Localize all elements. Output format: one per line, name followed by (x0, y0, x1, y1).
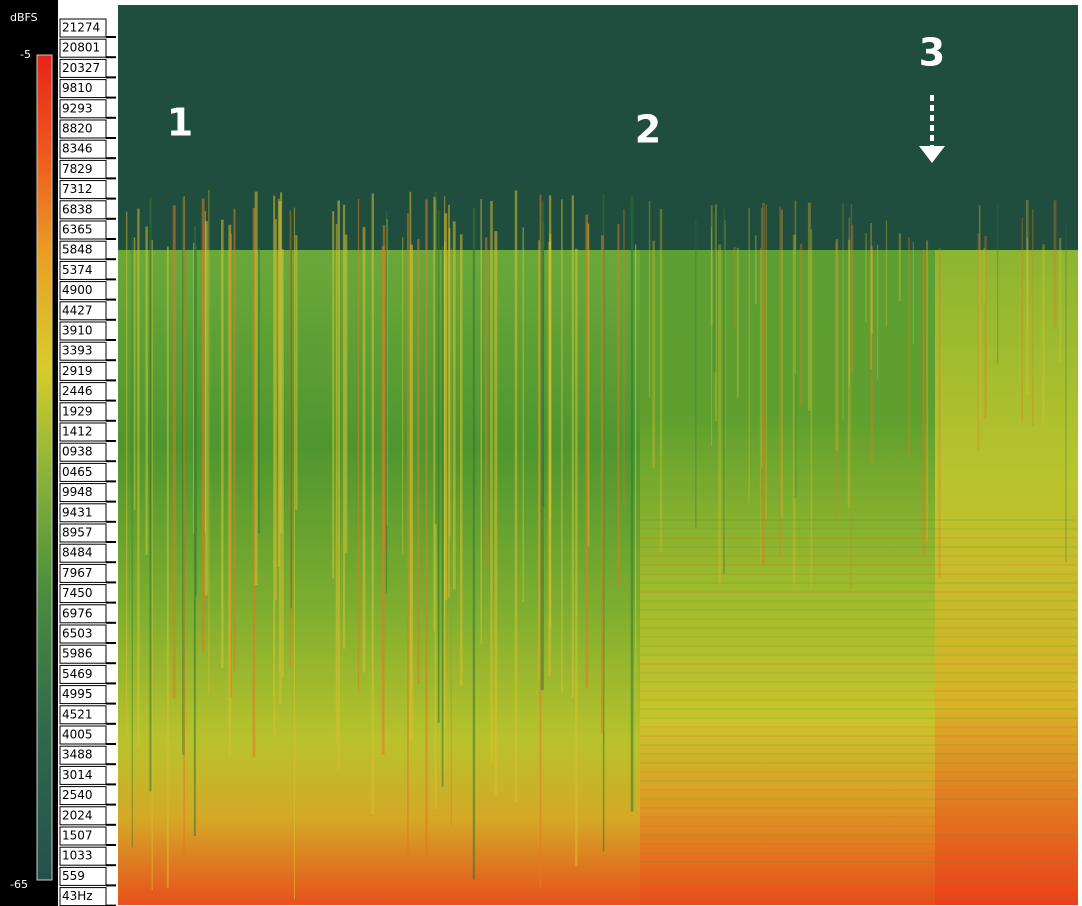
frequency-label: 4521 (62, 707, 93, 721)
label-box (59, 341, 107, 361)
frequency-label: 8346 (62, 142, 93, 156)
frequency-label: 5848 (62, 243, 93, 257)
label-box (59, 79, 107, 99)
label-box (59, 786, 107, 806)
frequency-label: 1507 (62, 829, 93, 843)
label-box (59, 462, 107, 482)
spectrogram-section-2 (640, 250, 935, 905)
frequency-label: 1929 (62, 404, 93, 418)
label-box (59, 240, 107, 260)
frequency-label: 8957 (62, 526, 93, 540)
scale-unit: dBFS (10, 11, 38, 24)
frequency-label: 9293 (62, 101, 93, 115)
frequency-label: 20327 (62, 61, 100, 75)
frequency-label: 2446 (62, 384, 93, 398)
frequency-label: 6503 (62, 627, 93, 641)
label-box (59, 422, 107, 442)
label-box (59, 543, 107, 563)
frequency-label: 4995 (62, 687, 93, 701)
frequency-label: 8820 (62, 122, 93, 136)
label-box (59, 281, 107, 301)
label-box (59, 99, 107, 119)
frequency-label: 5374 (62, 263, 93, 277)
frequency-label: 7450 (62, 586, 93, 600)
annotation: 2 (635, 108, 661, 152)
frequency-label: 21274 (62, 21, 100, 35)
frequency-label: 2540 (62, 788, 93, 802)
frequency-label: 43Hz (62, 889, 93, 903)
label-box (59, 301, 107, 321)
frequency-label: 2024 (62, 808, 93, 822)
frequency-label: 3393 (62, 344, 93, 358)
label-box (59, 826, 107, 846)
color-bar (36, 54, 53, 881)
label-box (59, 745, 107, 765)
frequency-label: 5986 (62, 647, 93, 661)
scale-max: -5 (20, 48, 31, 61)
label-box (59, 382, 107, 402)
label-box (59, 58, 107, 78)
frequency-label: 7312 (62, 182, 93, 196)
label-box (59, 483, 107, 503)
frequency-label: 4005 (62, 728, 93, 742)
frequency-label: 20801 (62, 41, 100, 55)
label-box (59, 806, 107, 826)
frequency-label: 0938 (62, 445, 93, 459)
label-box (59, 563, 107, 583)
label-box (59, 38, 107, 58)
frequency-label: 9431 (62, 505, 93, 519)
frequency-label: 9948 (62, 485, 93, 499)
frequency-label: 1033 (62, 849, 93, 863)
label-box (59, 200, 107, 220)
frequency-label: 6838 (62, 202, 93, 216)
frequency-label: 6365 (62, 223, 93, 237)
annotation: 1 (167, 101, 193, 145)
arrow-head (919, 146, 945, 163)
label-box (59, 180, 107, 200)
frequency-label: 3014 (62, 768, 93, 782)
frequency-label: 0465 (62, 465, 93, 479)
frequency-label: 9810 (62, 81, 93, 95)
label-box (59, 119, 107, 139)
label-box (59, 624, 107, 644)
frequency-label: 4900 (62, 283, 93, 297)
frequency-label: 8484 (62, 546, 93, 560)
label-box (59, 402, 107, 422)
label-box (59, 503, 107, 523)
annotation: 3 (919, 31, 945, 75)
frequency-label: 3910 (62, 324, 93, 338)
label-box (59, 321, 107, 341)
label-box (59, 523, 107, 543)
label-box (59, 705, 107, 725)
label-box (59, 685, 107, 705)
label-box (59, 18, 107, 38)
frequency-label: 3488 (62, 748, 93, 762)
frequency-label: 6976 (62, 606, 93, 620)
spectrogram-section-3 (935, 250, 1078, 905)
label-box (59, 260, 107, 280)
label-box (59, 664, 107, 684)
label-box (59, 361, 107, 381)
frequency-label: 7967 (62, 566, 93, 580)
label-box (59, 725, 107, 745)
label-box (59, 846, 107, 866)
label-box (59, 584, 107, 604)
label-box (59, 866, 107, 886)
frequency-label: 1412 (62, 425, 93, 439)
label-box (59, 220, 107, 240)
label-box (59, 442, 107, 462)
frequency-label: 7829 (62, 162, 93, 176)
frequency-label: 559 (62, 869, 85, 883)
label-box (59, 765, 107, 785)
scale-min: -65 (10, 878, 28, 891)
label-box (59, 139, 107, 159)
label-box (59, 644, 107, 664)
label-box (59, 604, 107, 624)
frequency-label: 4427 (62, 303, 93, 317)
label-box (59, 159, 107, 179)
frequency-label: 2919 (62, 364, 93, 378)
frequency-label: 5469 (62, 667, 93, 681)
